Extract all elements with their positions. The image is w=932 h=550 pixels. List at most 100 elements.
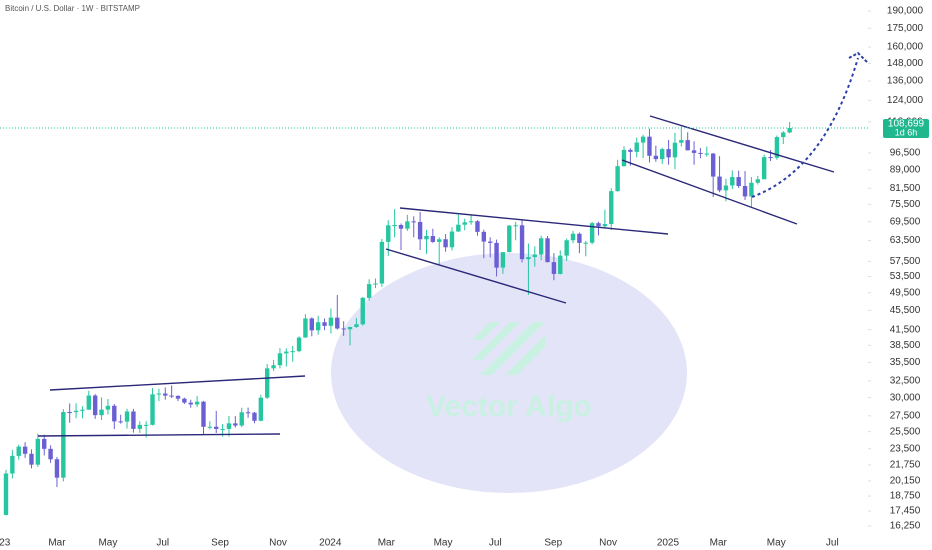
candle-body xyxy=(430,236,436,242)
y-tick-label: 20,150 xyxy=(890,476,921,487)
candle-body xyxy=(175,395,181,399)
y-tick-label: 32,500 xyxy=(890,375,921,386)
candle-body xyxy=(653,155,659,160)
candle-body xyxy=(29,453,34,465)
candle-body xyxy=(781,132,786,138)
candle-body xyxy=(698,152,703,154)
candle-body xyxy=(532,254,537,258)
y-tick-label: 21,750 xyxy=(890,460,921,471)
candle-body xyxy=(456,224,461,232)
candle-body xyxy=(354,324,359,327)
candle-body xyxy=(481,231,487,242)
x-tick-label: 23 xyxy=(0,538,11,549)
candle-body xyxy=(296,337,302,352)
candle-body xyxy=(265,368,270,398)
candle-body xyxy=(290,351,295,353)
y-tick-label: 30,000 xyxy=(890,392,921,403)
candle-body xyxy=(723,185,729,191)
x-tick-label: Sep xyxy=(544,538,562,549)
candle-body xyxy=(609,191,614,225)
candle-body xyxy=(468,221,474,223)
candle-body xyxy=(201,401,206,427)
candle-body xyxy=(596,223,601,227)
candle-body xyxy=(551,262,557,274)
candle-body xyxy=(341,328,346,330)
candle-body xyxy=(35,438,41,465)
candle-body xyxy=(392,225,397,227)
chart-title: Bitcoin / U.S. Dollar · 1W · BITSTAMP xyxy=(5,4,140,13)
candle-body xyxy=(112,405,117,422)
candle-body xyxy=(685,140,690,151)
candle-body xyxy=(61,412,66,478)
y-tick-label: 49,500 xyxy=(890,287,921,298)
y-tick-label: 69,500 xyxy=(890,216,921,227)
candle-body xyxy=(163,393,168,396)
candle-body xyxy=(99,409,104,416)
candle-body xyxy=(335,317,340,329)
candle-body xyxy=(621,149,627,167)
candle-body xyxy=(755,179,760,183)
candle-body xyxy=(487,241,493,243)
x-tick-label: Nov xyxy=(269,538,287,549)
candle-body xyxy=(309,318,315,331)
last-price-label: 108,699 xyxy=(888,119,925,130)
y-tick-label: 160,000 xyxy=(887,42,924,53)
y-tick-label: 136,000 xyxy=(887,76,924,87)
candle-body xyxy=(233,423,238,426)
y-tick-label: 190,000 xyxy=(887,6,924,17)
candle-body xyxy=(182,398,187,403)
y-tick-label: 27,500 xyxy=(890,410,921,421)
candle-body xyxy=(647,136,652,156)
candle-body xyxy=(628,149,633,152)
candle-body xyxy=(86,395,92,410)
candle-body xyxy=(3,473,9,515)
candle-body xyxy=(660,149,665,160)
candle-body xyxy=(583,242,588,244)
x-tick-label: May xyxy=(767,538,786,549)
candle-body xyxy=(347,326,353,330)
candle-body xyxy=(315,322,321,331)
candle-body xyxy=(526,257,531,260)
candle-body xyxy=(360,297,365,325)
watermark-logo xyxy=(472,322,545,375)
candle-body xyxy=(615,166,620,192)
candle-body xyxy=(577,233,582,243)
candle-body xyxy=(749,182,754,197)
x-tick-label: Sep xyxy=(211,538,229,549)
y-tick-label: 75,500 xyxy=(890,199,921,210)
candle-body xyxy=(761,157,767,180)
candle-body xyxy=(640,136,646,143)
candle-body xyxy=(494,242,499,268)
x-tick-label: Mar xyxy=(48,538,66,549)
x-tick-label: May xyxy=(98,538,117,549)
candle-body xyxy=(277,353,283,366)
y-tick-label: 148,000 xyxy=(887,58,924,69)
candle-body xyxy=(398,225,404,229)
candle-body xyxy=(704,153,710,155)
candle-body xyxy=(366,284,372,298)
candle-body xyxy=(736,177,741,187)
candle-body xyxy=(437,239,442,242)
x-tick-label: Jul xyxy=(826,538,839,549)
candle-body xyxy=(742,186,748,197)
candle-body xyxy=(245,412,251,414)
candle-body xyxy=(379,241,385,284)
candle-body xyxy=(787,128,792,133)
candle-body xyxy=(226,423,232,429)
candle-body xyxy=(475,221,480,232)
arrow-head xyxy=(848,51,869,64)
candle-body xyxy=(768,157,773,159)
candle-body xyxy=(22,446,28,454)
candle-body xyxy=(124,411,130,422)
candle-body xyxy=(188,402,193,405)
candle-body xyxy=(564,240,569,256)
candle-body xyxy=(328,317,334,326)
y-tick-label: 63,500 xyxy=(890,235,921,246)
last-price-box xyxy=(883,119,929,139)
candle-body xyxy=(570,233,576,241)
candle-body xyxy=(42,438,47,449)
candle-body xyxy=(169,395,174,397)
x-tick-label: Jul xyxy=(489,538,502,549)
candle-body xyxy=(322,322,327,326)
